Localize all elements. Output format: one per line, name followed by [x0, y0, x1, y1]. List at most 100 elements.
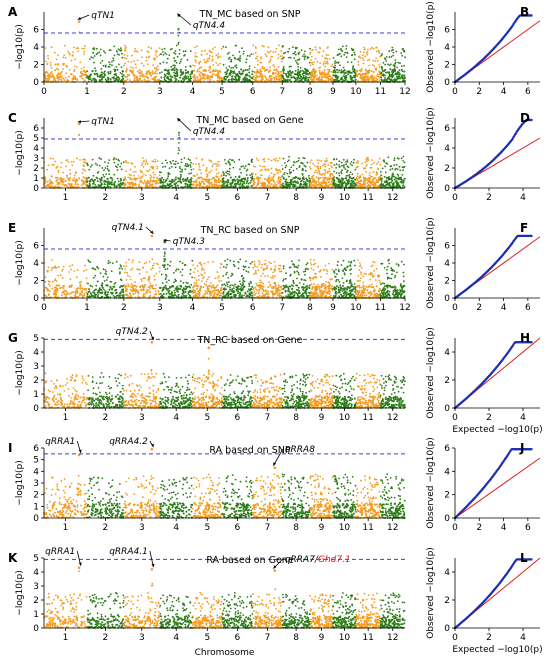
snp-point: [285, 178, 288, 181]
snp-point: [98, 51, 101, 54]
snp-point: [217, 72, 220, 75]
snp-point: [324, 176, 327, 179]
snp-point: [304, 50, 306, 53]
snp-point: [216, 165, 218, 168]
snp-point: [288, 156, 290, 158]
snp-point: [120, 168, 123, 171]
snp-point: [164, 74, 167, 77]
snp-point: [70, 268, 72, 271]
snp-point: [175, 182, 178, 184]
snp-point: [357, 60, 360, 63]
snp-point: [388, 78, 391, 80]
snp-point: [315, 77, 318, 80]
snp-point: [194, 175, 196, 177]
snp-point: [396, 184, 399, 187]
snp-point: [360, 77, 363, 80]
snp-point: [102, 64, 105, 67]
snp-point: [291, 76, 294, 79]
snp-point: [105, 79, 108, 82]
snp-point: [49, 157, 52, 160]
snp-point: [340, 172, 343, 175]
snp-point: [281, 57, 284, 60]
snp-point: [66, 292, 69, 295]
snp-point: [76, 66, 78, 69]
snp-point: [318, 159, 321, 162]
snp-point: [62, 265, 65, 268]
snp-point: [131, 267, 134, 270]
snp-point: [180, 175, 182, 178]
snp-point: [376, 78, 379, 81]
snp-point: [88, 288, 90, 291]
snp-point: [333, 170, 335, 173]
snp-point: [368, 172, 371, 175]
snp-point: [322, 62, 325, 65]
snp-point: [333, 176, 335, 179]
snp-point: [270, 159, 273, 162]
snp-point: [301, 173, 304, 176]
snp-point: [152, 179, 155, 182]
snp-point: [162, 51, 164, 53]
snp-point: [177, 147, 180, 149]
snp-point: [173, 66, 176, 69]
snp-point: [194, 46, 197, 49]
snp-point: [53, 163, 55, 166]
snp-point: [297, 53, 300, 55]
snp-point: [315, 176, 318, 179]
snp-point: [49, 74, 52, 77]
snp-point: [348, 70, 351, 73]
snp-point: [338, 165, 341, 168]
snp-point: [141, 162, 144, 165]
snp-point: [161, 162, 164, 165]
snp-point: [376, 73, 379, 76]
snp-point: [303, 164, 306, 167]
snp-point: [125, 79, 128, 82]
snp-point: [371, 159, 373, 162]
snp-point: [354, 78, 357, 81]
snp-point: [67, 161, 70, 163]
snp-point: [84, 73, 87, 76]
snp-point: [177, 34, 180, 37]
snp-point: [62, 68, 64, 70]
snp-point: [128, 258, 130, 261]
snp-point: [339, 64, 341, 67]
snp-point: [348, 174, 351, 176]
snp-point: [167, 175, 170, 178]
snp-point: [154, 180, 157, 183]
snp-point: [149, 72, 152, 75]
snp-point: [125, 161, 127, 164]
snp-point: [223, 78, 226, 80]
snp-point: [371, 79, 374, 82]
snp-point: [346, 51, 349, 54]
snp-point: [365, 165, 367, 167]
x-tick-label: 2: [121, 87, 127, 97]
y-tick-label: 2: [33, 164, 39, 174]
snp-point: [302, 162, 304, 165]
snp-point: [357, 162, 359, 164]
snp-point: [330, 180, 333, 183]
snp-point: [161, 282, 164, 284]
snp-point: [240, 180, 243, 183]
qq-x-tick-label: 0: [452, 87, 458, 97]
snp-point: [179, 74, 182, 77]
snp-point: [351, 68, 354, 70]
snp-point: [105, 173, 107, 176]
snp-point: [78, 177, 81, 180]
snp-point: [225, 67, 228, 69]
snp-point: [330, 65, 333, 68]
snp-point: [359, 50, 362, 53]
snp-point: [156, 167, 159, 170]
snp-point: [139, 75, 142, 77]
snp-point: [228, 65, 231, 68]
snp-point: [124, 268, 126, 270]
snp-point: [140, 62, 143, 65]
snp-point: [262, 183, 265, 186]
snp-point: [111, 262, 114, 264]
snp-point: [271, 177, 274, 180]
snp-point: [228, 162, 231, 165]
snp-point: [219, 185, 222, 188]
snp-point: [215, 62, 218, 64]
snp-point: [356, 172, 359, 175]
snp-point: [169, 260, 172, 263]
snp-point: [125, 70, 128, 73]
snp-point: [244, 177, 247, 180]
